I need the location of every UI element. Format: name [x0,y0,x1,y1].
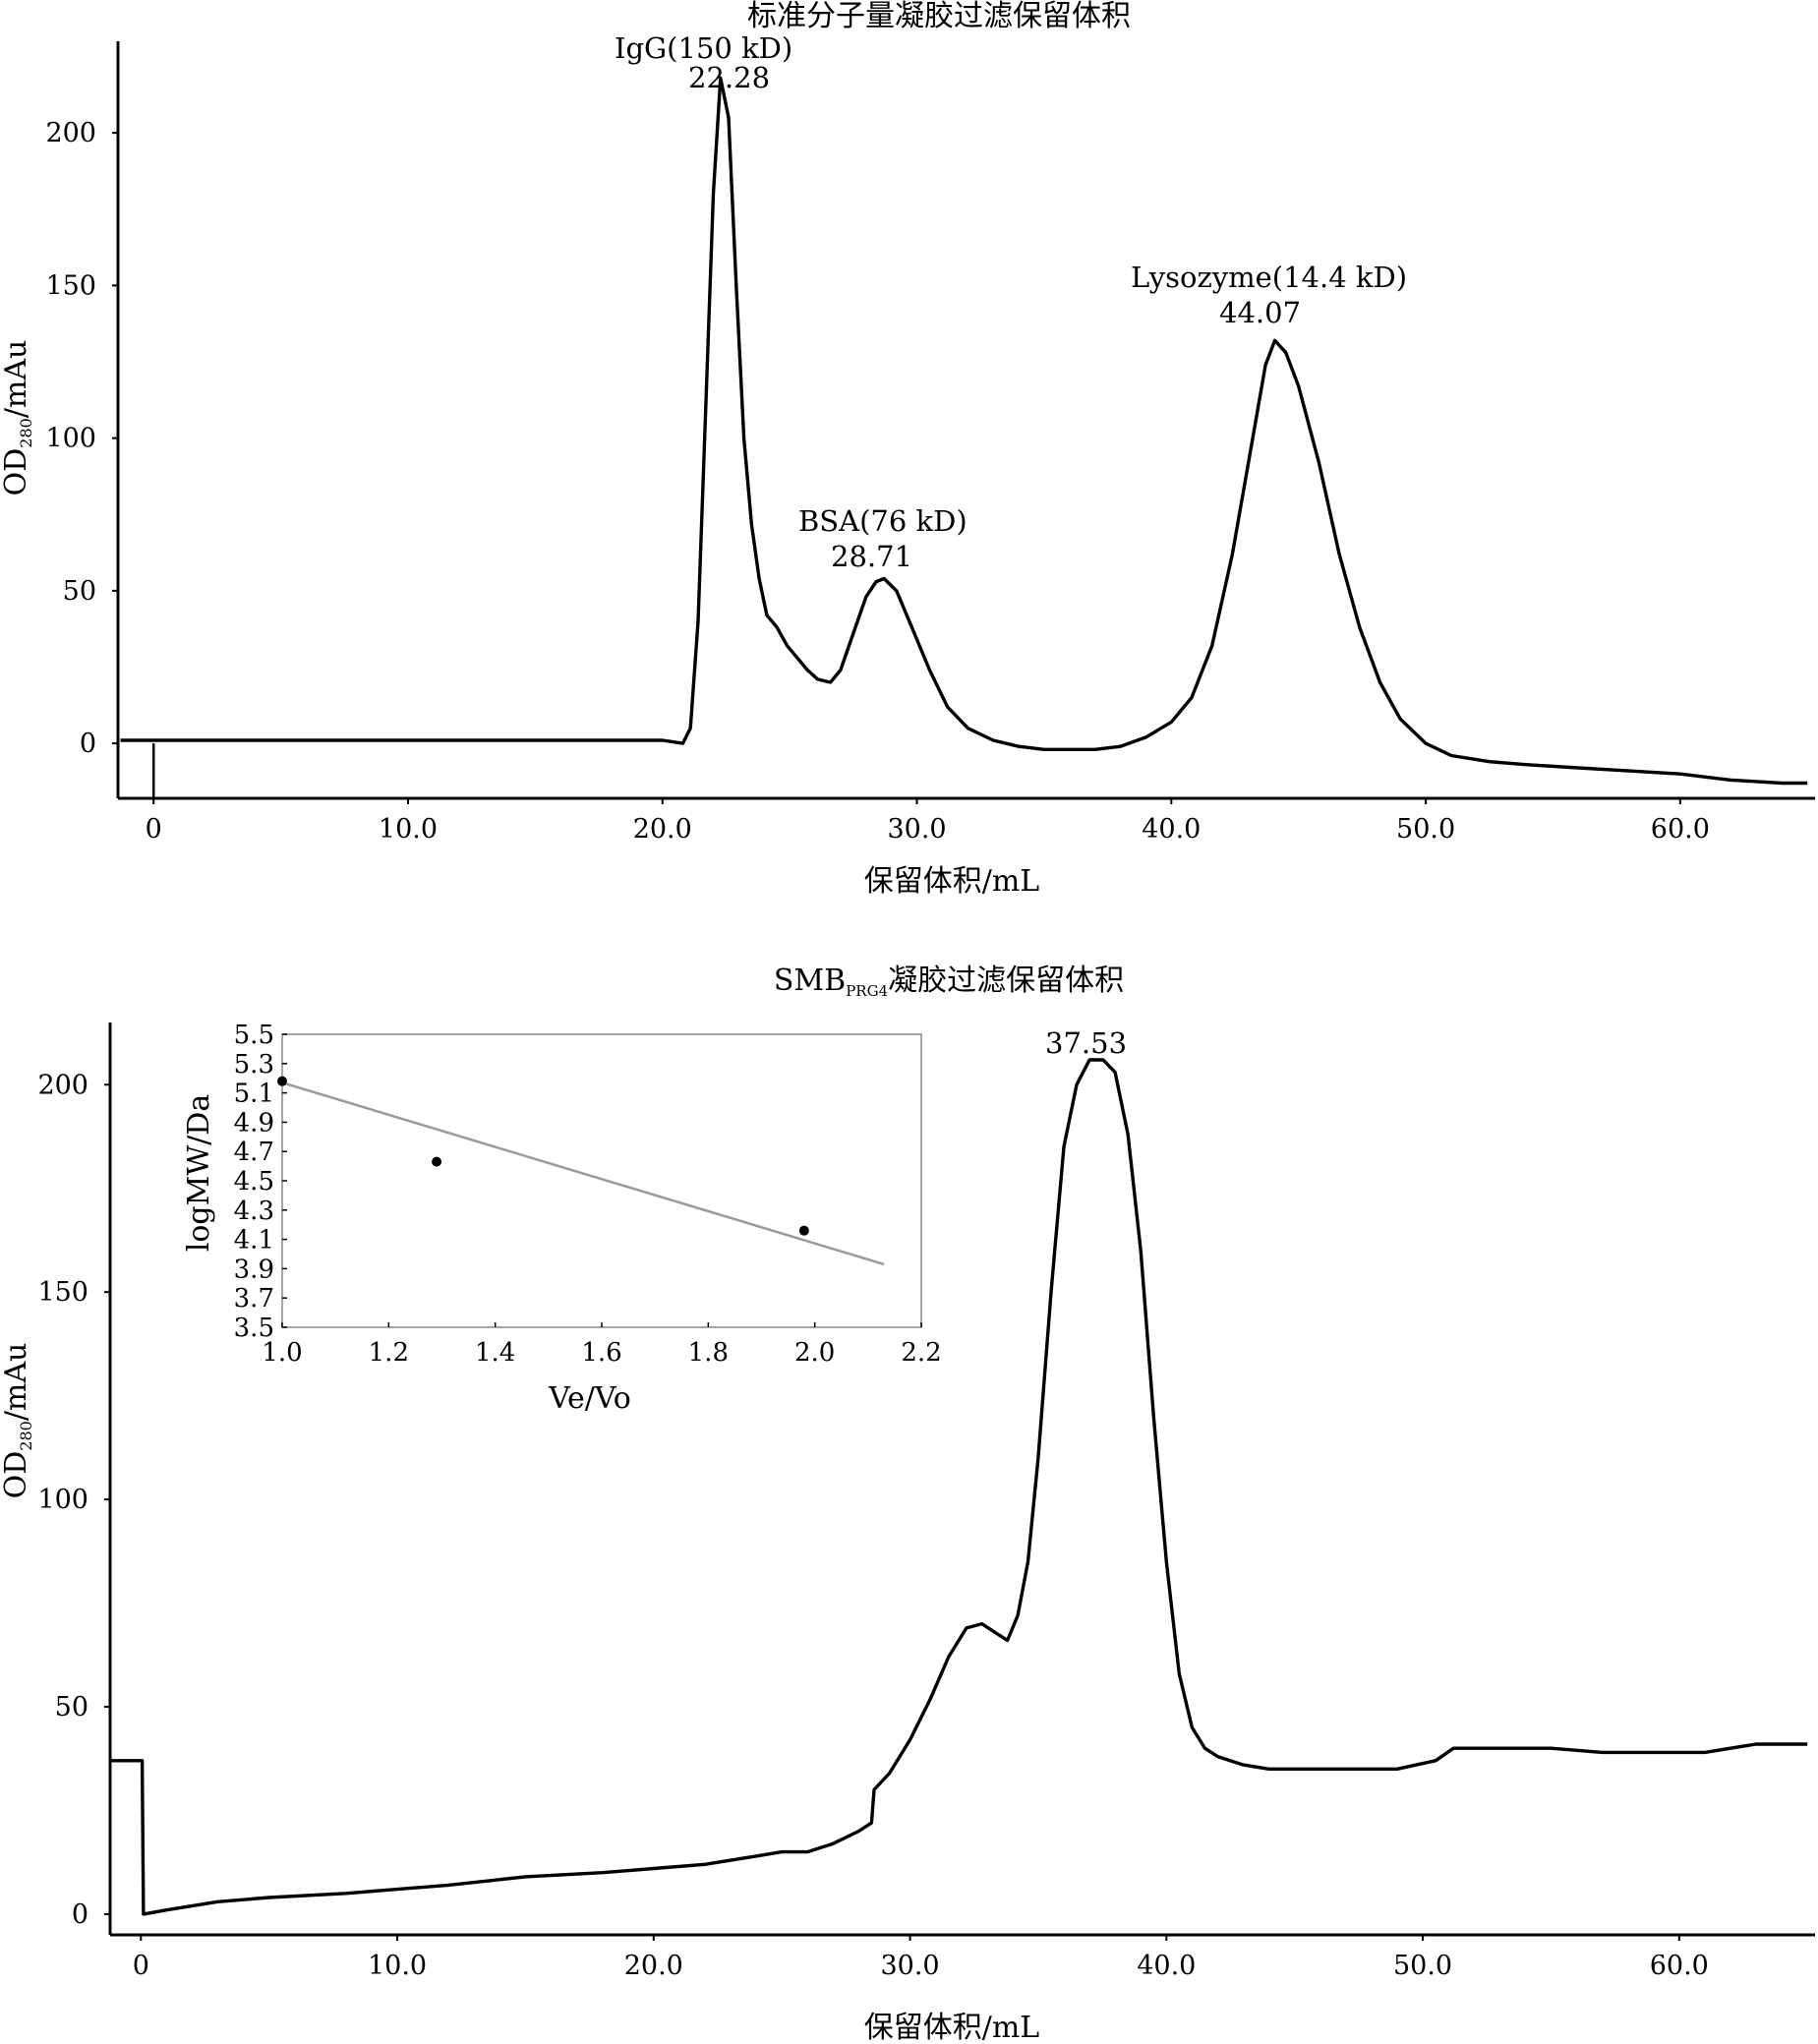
top-y-tick-label: 150 [45,270,96,301]
bot-x-tick-label: 50.0 [1393,1951,1452,1981]
bot-x-tick-label: 20.0 [624,1951,683,1981]
top-y-tick-label: 100 [45,424,96,454]
inset-x-ticks: 1.0 1.2 1.4 1.6 1.8 2.0 2.2 [262,1322,942,1368]
inset-y-tick-label: 4.7 [234,1138,274,1167]
top-y-axis-title-main: OD [0,448,33,496]
bottom-y-axis-title: OD280/mAu [0,1343,35,1499]
top-y-axis-title-sub: 280 [17,418,35,448]
top-x-tick-label: 50.0 [1396,814,1455,845]
inset-chart: 1.0 1.2 1.4 1.6 1.8 2.0 2.2 3.53.73.94.14.34.5… [182,1021,942,1416]
top-chart-title: 标准分子量凝胶过滤保留体积 [747,0,1131,33]
inset-fit-line [281,1080,885,1266]
inset-y-tick-label: 4.9 [234,1108,274,1138]
inset-y-ticks: 3.53.73.94.14.34.54.74.95.15.35.5 [234,1021,287,1343]
top-x-tick-label: 30.0 [887,814,946,845]
bottom-x-ticks: 0 10.0 20.0 30.0 40.0 50.0 60.0 [133,1935,1709,1981]
bottom-y-axis-title-sub: 280 [17,1421,35,1451]
inset-y-tick-label: 3.9 [234,1255,274,1284]
inset-frame [281,1033,922,1328]
inset-y-tick-label: 5.5 [234,1021,274,1050]
top-y-ticks: 0 50 100 150 200 [45,118,118,759]
bottom-chart-title: SMBPRG4凝胶过滤保留体积 [774,964,1124,1000]
bottom-chart-title-main: SMB [774,964,846,998]
annotation-igg-value: 22.28 [688,61,770,94]
bottom-x-axis-title: 保留体积/mL [864,2011,1040,2040]
bottom-chart: SMBPRG4凝胶过滤保留体积 0 10.0 20.0 30.0 40.0 50.0 60.… [0,964,1815,2044]
inset-y-tick-label: 5.1 [234,1080,274,1109]
top-x-tick-label: 0 [146,814,162,845]
bottom-y-axis-title-unit: /mAu [0,1343,33,1422]
inset-y-tick-label: 5.3 [234,1050,274,1080]
bot-x-tick-label: 60.0 [1650,1951,1709,1981]
bot-y-tick-label: 100 [37,1485,88,1515]
bottom-y-ticks: 0 50 100 150 200 [37,1070,110,1930]
bottom-series-line [110,1058,1808,1916]
inset-y-tick-label: 4.3 [234,1197,274,1226]
inset-y-axis-title: logMW/Da [182,1094,216,1253]
top-x-tick-label: 60.0 [1651,814,1710,845]
bot-y-tick-label: 50 [55,1692,88,1723]
inset-y-tick-label: 3.7 [234,1284,274,1314]
inset-y-tick-label: 4.1 [234,1226,274,1256]
bot-x-tick-label: 10.0 [368,1951,427,1981]
bot-y-tick-label: 200 [37,1070,88,1100]
annotation-peak-value: 37.53 [1045,1026,1127,1060]
top-x-tick-label: 20.0 [633,814,692,845]
top-x-axis-title: 保留体积/mL [864,864,1040,899]
inset-data-point [432,1156,442,1167]
top-series-line [120,76,1808,786]
inset-x-tick-label: 2.0 [794,1338,835,1368]
top-chart: 标准分子量凝胶过滤保留体积 0 10.0 20.0 30.0 40.0 50.0 60.0 … [0,0,1815,899]
annotation-igg-name: IgG(150 kD) [615,31,792,65]
top-x-ticks: 0 10.0 20.0 30.0 40.0 50.0 60.0 [146,798,1710,845]
inset-x-tick-label: 2.2 [901,1338,941,1368]
annotation-lysozyme-name: Lysozyme(14.4 kD) [1131,261,1407,294]
bot-y-tick-label: 0 [72,1899,88,1930]
inset-x-tick-label: 1.8 [688,1338,729,1368]
top-y-tick-label: 0 [80,729,96,759]
top-axes [116,41,1815,800]
bottom-chart-title-sub: PRG4 [846,982,888,1000]
bottom-axes [108,1022,1815,1937]
inset-data-point [798,1225,809,1236]
inset-x-tick-label: 1.4 [475,1338,515,1368]
bot-x-tick-label: 30.0 [880,1951,939,1981]
bottom-chart-title-rest: 凝胶过滤保留体积 [888,964,1124,998]
inset-y-tick-label: 3.5 [234,1314,274,1343]
top-x-tick-label: 40.0 [1142,814,1201,845]
top-y-tick-label: 200 [45,118,96,148]
bot-y-tick-label: 150 [37,1277,88,1308]
annotation-lysozyme-value: 44.07 [1219,296,1301,329]
inset-x-tick-label: 1.6 [581,1338,621,1368]
top-x-tick-label: 10.0 [379,814,438,845]
top-y-axis-title: OD280/mAu [0,340,35,496]
top-y-tick-label: 50 [63,576,96,607]
inset-x-tick-label: 1.0 [262,1338,302,1368]
inset-y-tick-label: 4.5 [234,1167,274,1197]
inset-x-tick-label: 1.2 [369,1338,409,1368]
inset-data-point [277,1076,287,1086]
annotation-bsa-value: 28.71 [831,540,912,573]
bot-x-tick-label: 40.0 [1137,1951,1196,1981]
top-y-axis-title-unit: /mAu [0,340,33,419]
inset-points [277,1076,809,1236]
bottom-y-axis-title-main: OD [0,1451,33,1499]
annotation-bsa-name: BSA(76 kD) [798,504,968,538]
bot-x-tick-label: 0 [133,1951,149,1981]
inset-x-axis-title: Ve/Vo [548,1381,631,1416]
